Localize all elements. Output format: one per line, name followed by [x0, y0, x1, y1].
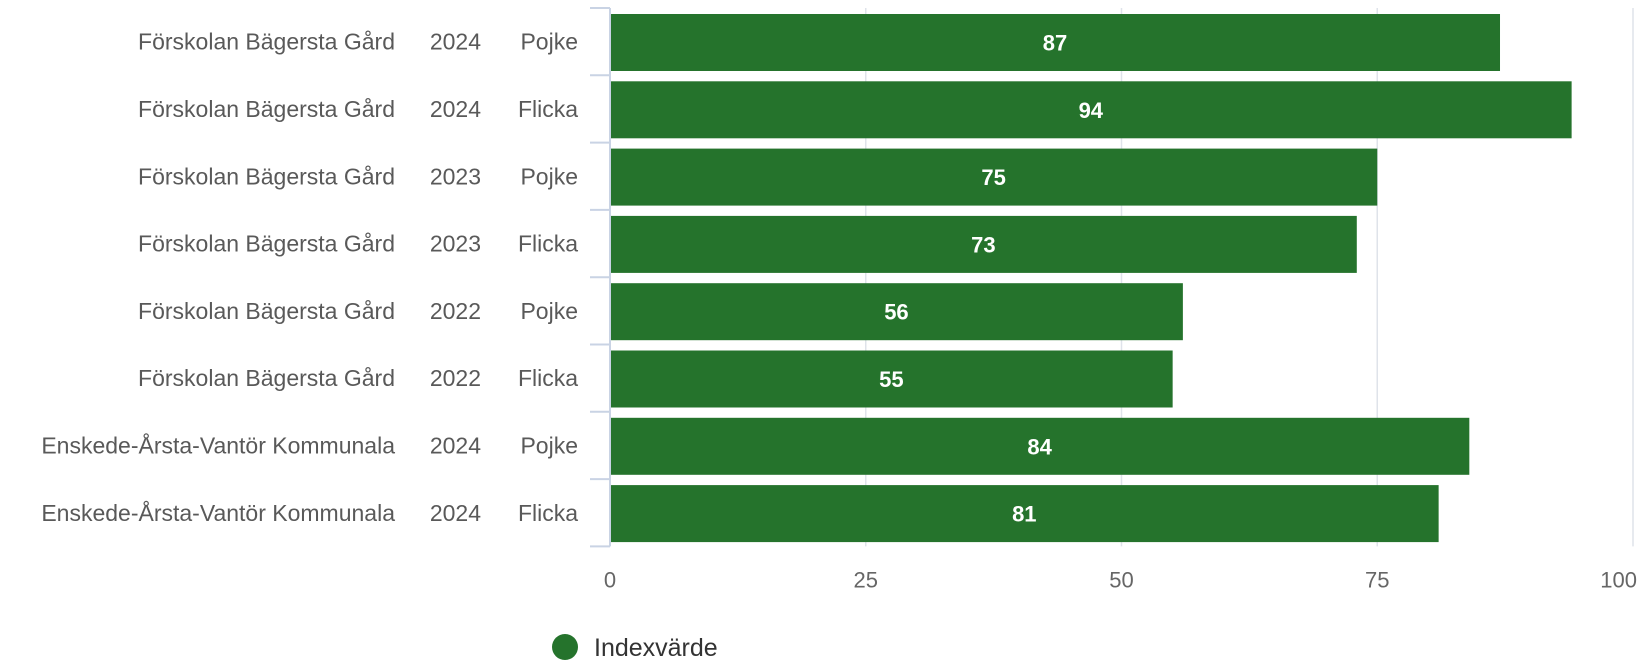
- bar[interactable]: [610, 485, 1439, 543]
- category-school-label: Förskolan Bägersta Gård: [138, 231, 395, 257]
- category-year-label: 2024: [430, 432, 481, 458]
- bar-value-label: 87: [1043, 31, 1067, 56]
- bar-value-label: 94: [1079, 98, 1104, 123]
- category-school-label: Förskolan Bägersta Gård: [138, 96, 395, 122]
- category-gender-label: Pojke: [520, 298, 578, 324]
- category-school-label: Enskede-Årsta-Vantör Kommunala: [41, 499, 395, 526]
- legend[interactable]: Indexvärde: [552, 634, 718, 662]
- category-gender-label: Pojke: [520, 432, 578, 458]
- category-gender-label: Pojke: [520, 29, 578, 55]
- bar[interactable]: [610, 417, 1470, 475]
- data-labels: 87 94 75 73 56 55 84 81: [879, 31, 1104, 527]
- bar-value-label: 75: [981, 165, 1005, 190]
- x-tick-label: 100: [1600, 567, 1637, 592]
- category-year-label: 2022: [430, 365, 481, 391]
- bar-value-label: 81: [1012, 502, 1036, 527]
- category-gender-label: Flicka: [518, 500, 578, 526]
- x-tick-label: 0: [604, 567, 616, 592]
- category-year-label: 2024: [430, 29, 481, 55]
- category-gender-label: Pojke: [520, 163, 578, 189]
- bar-value-label: 73: [971, 232, 995, 257]
- category-gender-label: Flicka: [518, 365, 578, 391]
- bar-value-label: 56: [884, 300, 908, 325]
- legend-marker-icon[interactable]: [552, 634, 578, 660]
- category-labels: Förskolan Bägersta Gård 2024 Pojke Förskola…: [41, 29, 578, 526]
- category-school-label: Enskede-Årsta-Vantör Kommunala: [41, 431, 395, 458]
- bar[interactable]: [610, 14, 1501, 71]
- category-year-label: 2023: [430, 163, 481, 189]
- x-tick-label: 50: [1109, 567, 1133, 592]
- bars: [610, 14, 1572, 543]
- category-year-label: 2024: [430, 500, 481, 526]
- category-year-label: 2024: [430, 96, 481, 122]
- category-school-label: Förskolan Bägersta Gård: [138, 298, 395, 324]
- x-tick-label: 25: [854, 567, 878, 592]
- category-school-label: Förskolan Bägersta Gård: [138, 163, 395, 189]
- bar[interactable]: [610, 81, 1572, 139]
- category-gender-label: Flicka: [518, 96, 578, 122]
- legend-label[interactable]: Indexvärde: [594, 634, 718, 662]
- x-tick-label: 75: [1365, 567, 1389, 592]
- category-axis: [590, 7, 611, 548]
- bar[interactable]: [610, 283, 1183, 341]
- value-axis-ticks: 0 25 50 75 100: [604, 567, 1637, 592]
- bar-value-label: 55: [879, 367, 903, 392]
- category-school-label: Förskolan Bägersta Gård: [138, 365, 395, 391]
- bar-value-label: 84: [1027, 434, 1052, 459]
- bar[interactable]: [610, 215, 1357, 273]
- category-school-label: Förskolan Bägersta Gård: [138, 29, 395, 55]
- bar[interactable]: [610, 148, 1378, 206]
- category-year-label: 2023: [430, 231, 481, 257]
- category-gender-label: Flicka: [518, 231, 578, 257]
- category-year-label: 2022: [430, 298, 481, 324]
- bar[interactable]: [610, 350, 1173, 408]
